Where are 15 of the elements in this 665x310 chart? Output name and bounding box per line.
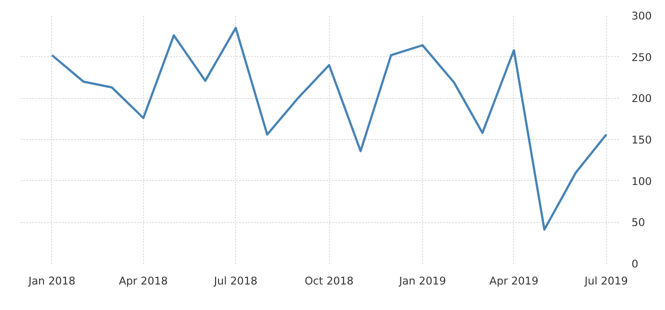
x-tick-label: Apr 2019 — [489, 274, 539, 288]
x-tick-label: Jan 2018 — [28, 274, 76, 288]
y-tick-label: 50 — [632, 216, 646, 230]
y-tick-label: 150 — [632, 134, 652, 146]
x-tick-label: Oct 2018 — [304, 274, 354, 288]
x-tick-label: Jan 2019 — [398, 274, 446, 288]
x-tick-label: Apr 2018 — [118, 274, 168, 288]
x-tick-label: Jul 2018 — [213, 274, 258, 288]
x-tick-label: Jul 2019 — [584, 274, 628, 288]
y-tick-label: 200 — [632, 92, 652, 106]
line-series — [50, 26, 608, 231]
y-tick-label: 250 — [632, 50, 652, 64]
y-tick-label: 300 — [632, 10, 652, 22]
y-tick-label: 100 — [632, 174, 652, 188]
y-tick-label: 0 — [632, 258, 638, 270]
